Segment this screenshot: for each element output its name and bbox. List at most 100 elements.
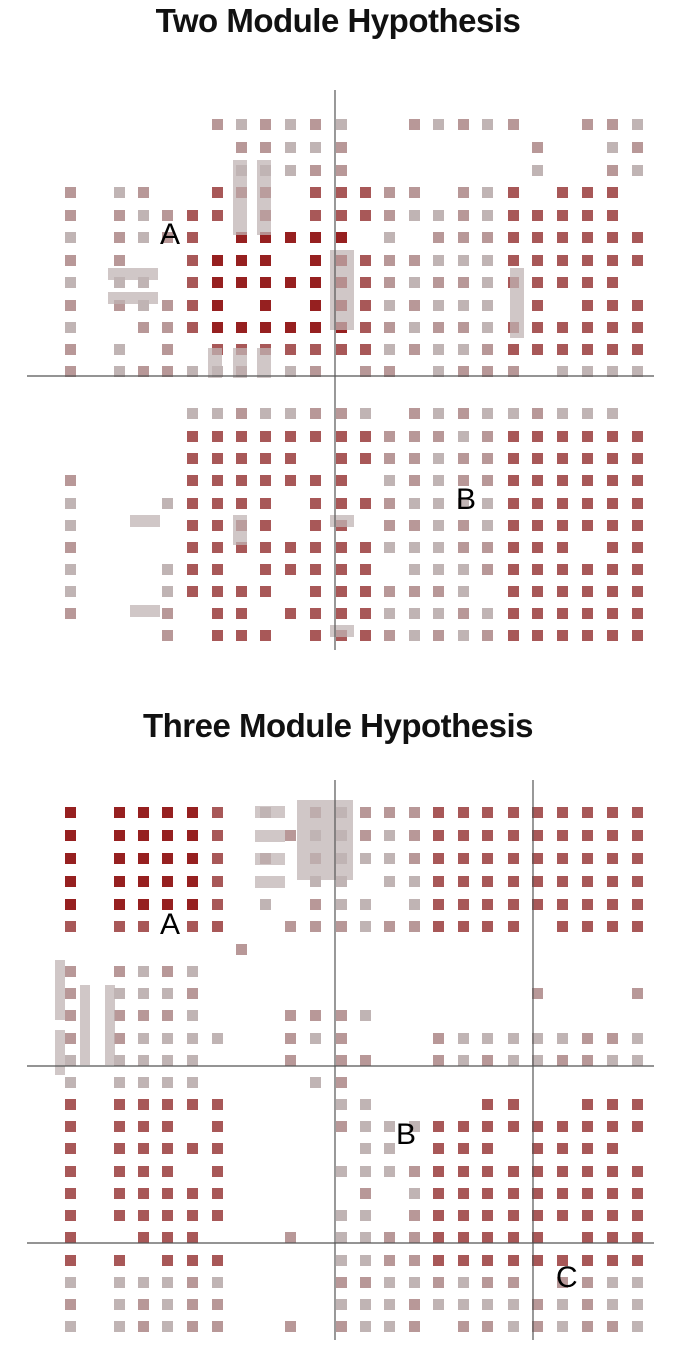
matrix-cell (360, 1099, 371, 1110)
matrix-cell (336, 142, 347, 153)
matrix-cell (557, 586, 568, 597)
matrix-cell (212, 431, 223, 442)
matrix-cell (557, 187, 568, 198)
matrix-cell (336, 564, 347, 575)
matrix-cell (433, 475, 444, 486)
matrix-cell (138, 853, 149, 864)
matrix-cell (236, 232, 247, 243)
matrix-cell (482, 921, 493, 932)
matrix-cell (632, 344, 643, 355)
matrix-cell (482, 1210, 493, 1221)
matrix-cell (532, 542, 543, 553)
matrix-cell (65, 921, 76, 932)
matrix-cell (310, 475, 321, 486)
matrix-cell (532, 830, 543, 841)
matrix-cell (212, 187, 223, 198)
matrix-cell (482, 830, 493, 841)
matrix-cell (409, 830, 420, 841)
matrix-cell (138, 1188, 149, 1199)
matrix-cell (557, 1210, 568, 1221)
matrix-cell (607, 921, 618, 932)
matrix-cell (458, 475, 469, 486)
matrix-cell (508, 608, 519, 619)
matrix-cell (607, 366, 618, 377)
matrix-cell (236, 542, 247, 553)
matrix-cell (336, 344, 347, 355)
matrix-cell (482, 1299, 493, 1310)
matrix-cell (212, 586, 223, 597)
matrix-cell (212, 277, 223, 288)
matrix-cell (482, 210, 493, 221)
matrix-cell (458, 453, 469, 464)
matrix-cell (433, 366, 444, 377)
matrix-cell (607, 564, 618, 575)
matrix-cell (236, 431, 247, 442)
matrix-cell (310, 1033, 321, 1044)
matrix-cell (433, 564, 444, 575)
matrix-cell (532, 142, 543, 153)
matrix-cell (212, 899, 223, 910)
matrix-cell (384, 475, 395, 486)
matrix-cell (433, 899, 444, 910)
matrix-cell (632, 255, 643, 266)
matrix-cell (65, 1210, 76, 1221)
matrix-cell (285, 542, 296, 553)
matrix-cell (508, 1166, 519, 1177)
matrix-cell (114, 876, 125, 887)
matrix-cell (114, 830, 125, 841)
matrix-cell (532, 408, 543, 419)
matrix-cell (458, 1188, 469, 1199)
matrix-cell (632, 520, 643, 531)
matrix-cell (336, 498, 347, 509)
matrix-cell (138, 807, 149, 818)
matrix-cell (212, 630, 223, 641)
matrix-cell (582, 564, 593, 575)
matrix-cell (162, 807, 173, 818)
matrix-cell (532, 453, 543, 464)
matrix-cell (433, 876, 444, 887)
matrix-cell (336, 1210, 347, 1221)
matrix-cell (632, 142, 643, 153)
matrix-cell (360, 1277, 371, 1288)
matrix-cell (212, 1121, 223, 1132)
matrix-cell (508, 1255, 519, 1266)
matrix-cell (532, 1299, 543, 1310)
matrix-cell (65, 232, 76, 243)
matrix-cell (482, 322, 493, 333)
matrix-cell (409, 1255, 420, 1266)
matrix-cell (632, 300, 643, 311)
matrix-cell (632, 542, 643, 553)
matrix-cell (212, 876, 223, 887)
matrix-cell (114, 366, 125, 377)
matrix-cell (260, 142, 271, 153)
cell-band (330, 625, 354, 637)
matrix-cell (310, 255, 321, 266)
matrix-cell (212, 498, 223, 509)
cell-band (130, 515, 160, 527)
matrix-cell (162, 853, 173, 864)
matrix-cell (482, 1143, 493, 1154)
matrix-cell (236, 277, 247, 288)
matrix-cell (508, 1232, 519, 1243)
three-module-title: Three Module Hypothesis (142, 707, 534, 744)
matrix-cell (310, 119, 321, 130)
matrix-cell (482, 1321, 493, 1332)
matrix-cell (607, 210, 618, 221)
matrix-cell (360, 1232, 371, 1243)
matrix-cell (187, 453, 198, 464)
matrix-cell (582, 1099, 593, 1110)
matrix-cell (187, 1077, 198, 1088)
matrix-cell (260, 899, 271, 910)
matrix-cell (458, 876, 469, 887)
matrix-cell (187, 586, 198, 597)
matrix-cell (360, 1188, 371, 1199)
matrix-cell (360, 1121, 371, 1132)
matrix-cell (384, 232, 395, 243)
matrix-cell (310, 899, 321, 910)
matrix-cell (212, 564, 223, 575)
matrix-cell (458, 630, 469, 641)
matrix-cell (433, 921, 444, 932)
cell-band (80, 985, 90, 1065)
cell-band (510, 268, 524, 338)
matrix-cell (632, 899, 643, 910)
